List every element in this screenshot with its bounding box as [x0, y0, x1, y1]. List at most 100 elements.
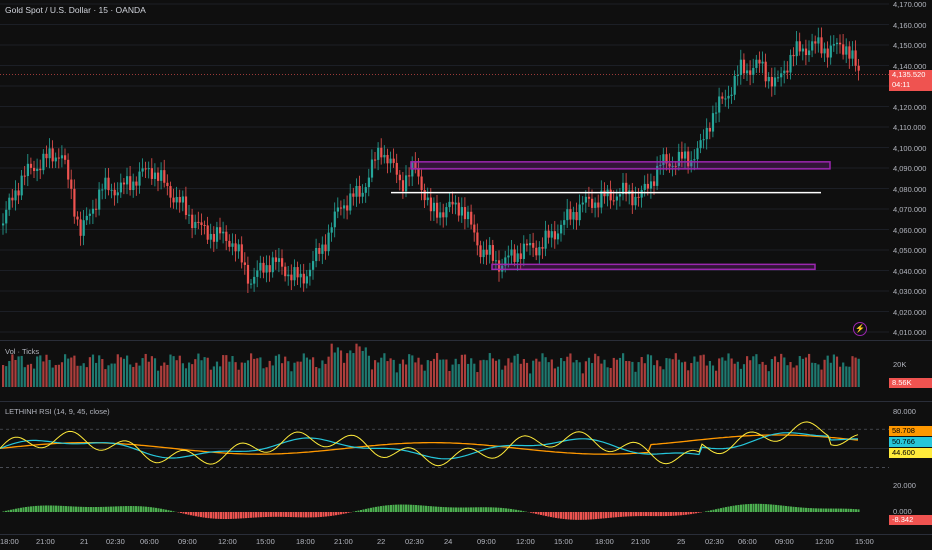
rsi-pane[interactable]: LETHINH RSI (14, 9, 45, close) — [0, 402, 889, 534]
histogram-bar — [687, 512, 690, 515]
histogram-bar — [330, 512, 332, 516]
candle-body — [237, 244, 240, 252]
volume-bar — [135, 362, 138, 387]
volume-bar — [246, 360, 250, 387]
candle-body — [767, 76, 770, 82]
candle-body — [141, 168, 144, 172]
candle-body — [45, 153, 48, 159]
candle-body — [135, 181, 138, 186]
candle-body — [482, 249, 485, 258]
volume-bar — [157, 370, 160, 387]
volume-bar — [488, 353, 491, 387]
candle-body — [544, 230, 547, 249]
histogram-bar — [507, 508, 510, 512]
candle-body — [169, 186, 172, 198]
histogram-bar — [410, 504, 412, 512]
time-axis-label: 25 — [677, 537, 686, 546]
volume-bar — [575, 359, 578, 387]
histogram-bar — [850, 508, 852, 512]
volume-bar — [680, 362, 684, 387]
histogram-bar — [787, 506, 790, 512]
volume-bar — [696, 361, 699, 387]
volume-bar — [529, 373, 532, 387]
candle-body — [315, 247, 318, 262]
candle-body — [439, 212, 442, 218]
volume-pane[interactable]: Vol · Ticks — [0, 341, 889, 401]
histogram-bar — [240, 512, 242, 519]
candle-body — [494, 260, 498, 262]
volume-bar — [95, 362, 98, 387]
price-chart-pane[interactable]: Gold Spot / U.S. Dollar · 15 · OANDA ⚡ — [0, 0, 889, 340]
histogram-bar — [587, 512, 590, 520]
volume-bar — [228, 361, 231, 387]
candle-body — [761, 61, 764, 64]
candle-body — [733, 75, 736, 95]
histogram-bar — [547, 512, 550, 517]
histogram-bar — [677, 512, 680, 516]
price-axis-label: 4,100.000 — [893, 143, 927, 153]
volume-bar — [346, 353, 349, 387]
candle-body — [457, 202, 460, 216]
rsi-label[interactable]: LETHINH RSI (14, 9, 45, close) — [5, 407, 110, 416]
time-axis[interactable]: 18:00 21:00 21 02:30 06:00 09:00 12:00 15:00 18:… — [0, 535, 889, 550]
candle-body — [377, 147, 380, 160]
candle-body — [370, 159, 374, 178]
histogram-bar — [302, 512, 305, 518]
candle-body — [618, 194, 622, 197]
histogram-bar — [282, 512, 285, 517]
candle-body — [814, 41, 817, 44]
histogram-bar — [845, 508, 847, 512]
pane-separator[interactable] — [0, 340, 932, 341]
current-price-tag: 4,135.520 04:11 — [889, 70, 932, 91]
candle-body — [79, 219, 82, 236]
histogram-bar — [672, 512, 675, 516]
price-chart-canvas[interactable] — [0, 0, 889, 340]
volume-bar — [411, 355, 414, 387]
volume-bar — [253, 358, 256, 387]
volume-label[interactable]: Vol · Ticks — [5, 347, 40, 356]
candle-body — [290, 274, 293, 281]
histogram-bar — [777, 505, 780, 512]
volume-bar — [705, 365, 708, 387]
volume-bar — [436, 353, 439, 387]
price-axis-label: 4,020.000 — [893, 307, 927, 317]
volume-bar — [656, 360, 659, 387]
histogram-bar — [425, 505, 427, 512]
histogram-bar — [632, 512, 635, 517]
price-axis[interactable]: 4,170.000 4,160.000 4,150.000 4,140.0004,13… — [889, 0, 932, 340]
candle-body — [795, 41, 798, 57]
histogram-bar — [852, 509, 855, 512]
symbol-title[interactable]: Gold Spot / U.S. Dollar · 15 · OANDA — [5, 5, 146, 15]
histogram-bar — [42, 505, 45, 512]
volume-bar — [284, 356, 287, 387]
volume-bar — [612, 357, 615, 387]
volume-bar — [312, 357, 315, 387]
candle-body — [308, 269, 312, 277]
volume-bar — [516, 353, 519, 387]
volume-bar — [687, 370, 690, 387]
histogram-bar — [797, 507, 800, 512]
histogram-bar — [537, 512, 540, 515]
candle-body — [631, 190, 634, 206]
volume-bar — [144, 353, 147, 387]
candle-body — [857, 65, 860, 71]
histogram-bar — [360, 509, 362, 512]
volume-bar — [76, 365, 79, 387]
histogram-bar — [422, 505, 425, 512]
histogram-bar — [272, 512, 275, 517]
volume-bar — [646, 354, 649, 387]
candle-body — [113, 189, 116, 196]
lightning-bolt-icon[interactable]: ⚡ — [853, 322, 867, 336]
histogram-bar — [440, 506, 442, 512]
candle-body — [832, 44, 835, 46]
candle-body — [752, 67, 755, 75]
histogram-bar — [50, 505, 52, 512]
volume-bar — [804, 357, 808, 387]
candle-body — [339, 207, 343, 209]
histogram-bar — [815, 508, 817, 512]
histogram-bar — [2, 511, 5, 512]
pane-separator[interactable] — [0, 401, 932, 402]
volume-bar — [2, 365, 5, 387]
volume-bar — [550, 359, 553, 387]
volume-bar — [715, 370, 718, 387]
